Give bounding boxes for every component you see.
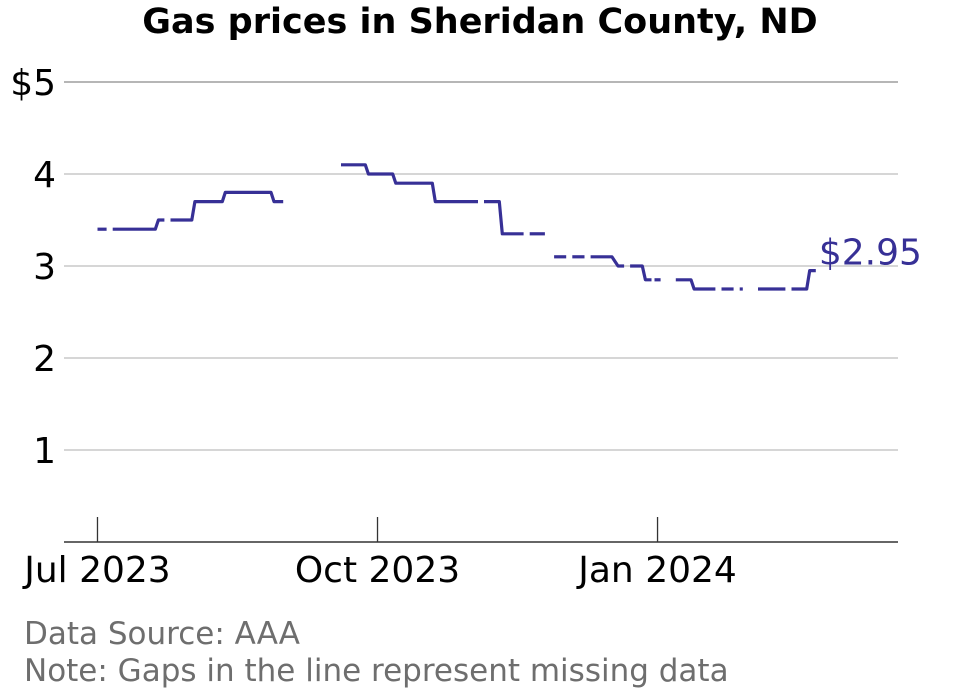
price-line-segment — [590, 255, 625, 268]
y-tick-label: 2 — [33, 339, 56, 380]
x-tick-label: Jan 2024 — [576, 550, 737, 591]
y-tick-label: 4 — [33, 155, 56, 196]
price-line-segment — [630, 264, 652, 282]
price-line-segment — [341, 163, 478, 204]
y-tick-label: 3 — [33, 247, 56, 288]
x-axis: Jul 2023 Oct 2023 Jan 2024 — [22, 517, 898, 591]
missing-data-note: Note: Gaps in the line represent missing… — [24, 653, 729, 689]
price-line-segment — [170, 190, 284, 222]
data-source-note: Data Source: AAA — [24, 616, 300, 652]
x-tick-label: Oct 2023 — [295, 550, 460, 591]
last-value-label: $2.95 — [819, 233, 922, 274]
y-tick-label: 1 — [33, 431, 56, 472]
price-line-segment — [791, 269, 816, 291]
price-line-segment — [112, 218, 165, 231]
y-axis-tick-labels: 1 2 3 4 $5 — [10, 63, 56, 472]
chart-title: Gas prices in Sheridan County, ND — [142, 2, 818, 42]
x-tick-label: Jul 2023 — [22, 550, 171, 591]
price-line-segment — [484, 200, 524, 236]
line-chart: 1 2 3 4 $5 Jul 2023 Oct 2023 Jan 2024 $2.95 — [10, 63, 922, 591]
price-line-segment — [675, 278, 716, 291]
y-tick-label: $5 — [10, 63, 56, 104]
price-series: $2.95 — [97, 163, 922, 291]
gridlines — [64, 81, 898, 451]
